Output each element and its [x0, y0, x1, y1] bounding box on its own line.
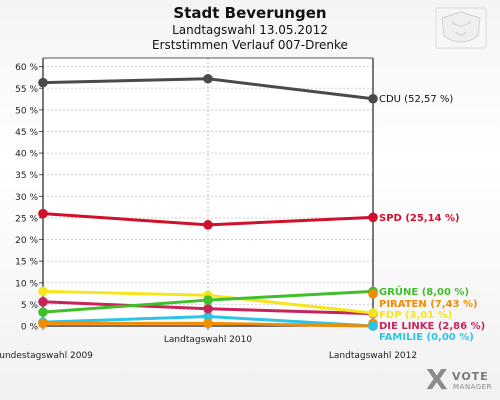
- x-tick-label: Landtagswahl 2012: [329, 351, 417, 361]
- y-tick-label: 45 %: [15, 128, 38, 138]
- y-tick-label: 40 %: [15, 150, 38, 160]
- y-tick-label: 20 %: [15, 236, 38, 246]
- series-label-fdp: FDP (3,01 %): [379, 310, 452, 321]
- y-tick-label: 10 %: [15, 279, 38, 289]
- data-point-cdu: [368, 93, 378, 104]
- series-label-gr-ne: GRÜNE (8,00 %): [379, 284, 469, 298]
- y-tick-label: 25 %: [15, 214, 38, 224]
- y-tick-label: 60 %: [15, 63, 38, 73]
- data-point-piraten: [368, 289, 378, 299]
- data-point-spd: [38, 208, 48, 219]
- data-point-gr-ne: [203, 295, 213, 305]
- data-point-die-linke: [38, 296, 48, 307]
- data-point-familie: [368, 321, 378, 331]
- data-point-fdp: [368, 308, 378, 318]
- x-tick-label: Landtagswahl 2010: [164, 335, 253, 345]
- data-point-familie: [203, 311, 213, 322]
- series-label-familie: FAMILIE (0,00 %): [379, 332, 474, 343]
- y-tick-label: 15 %: [15, 258, 38, 268]
- votemanager-x-icon: X: [426, 363, 448, 396]
- y-tick-label: 50 %: [15, 106, 38, 116]
- coat-of-arms-icon: [435, 7, 487, 49]
- x-tick-label: Bundestagswahl 2009: [0, 351, 93, 361]
- y-tick-label: 5 %: [21, 301, 39, 311]
- series-label-spd: SPD (25,14 %): [379, 213, 460, 224]
- y-tick-label: 30 %: [15, 193, 38, 203]
- votemanager-logo: X VOTE MANAGER: [426, 366, 496, 396]
- data-point-fdp: [38, 286, 48, 297]
- y-tick-label: 35 %: [15, 171, 38, 181]
- data-point-cdu: [38, 77, 48, 88]
- y-tick-label: 0 %: [21, 323, 39, 333]
- data-point-piraten: [38, 318, 48, 329]
- series-label-cdu: CDU (52,57 %): [379, 94, 453, 105]
- data-point-spd: [368, 212, 378, 223]
- chart-title: Stadt Beverungen: [173, 4, 327, 22]
- y-tick-label: 55 %: [15, 85, 38, 95]
- series-label-piraten: PIRATEN (7,43 %): [379, 299, 478, 310]
- votemanager-logo-subtext: MANAGER: [453, 383, 492, 391]
- data-point-cdu: [203, 73, 213, 84]
- data-point-piraten: [203, 318, 213, 329]
- chart-subtitle-election: Landtagswahl 13.05.2012: [172, 23, 328, 37]
- series-label-die-linke: DIE LINKE (2,86 %): [379, 321, 485, 332]
- chart-subtitle-district: Erststimmen Verlauf 007-Drenke: [152, 38, 348, 52]
- data-point-gr-ne: [38, 307, 48, 317]
- data-point-spd: [203, 220, 213, 230]
- votemanager-logo-text: VOTE: [452, 370, 489, 383]
- data-point-die-linke: [203, 303, 213, 314]
